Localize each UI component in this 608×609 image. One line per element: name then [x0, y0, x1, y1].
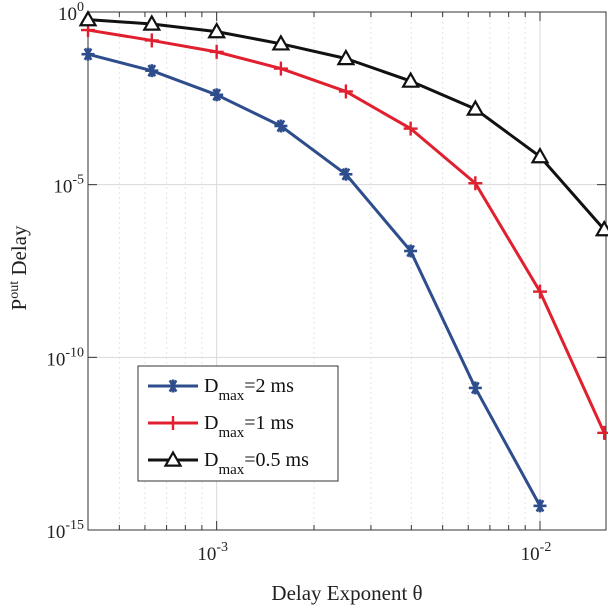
y-axis-label-rest: Delay: [7, 225, 31, 281]
series-1-marker: [338, 84, 353, 99]
series-layer: [78, 9, 608, 513]
series-1-marker: [144, 33, 159, 48]
y-tick-label: 10-15: [46, 518, 84, 543]
axis-ticks: [87, 11, 606, 531]
series-0-marker: [404, 244, 418, 258]
series-2-marker: [271, 34, 291, 51]
series-1-marker: [209, 44, 224, 59]
y-axis-label-sup: out: [7, 281, 22, 299]
series-1-marker: [468, 176, 483, 191]
y-tick-label: 10-10: [46, 345, 84, 370]
y-tick-label: 100: [58, 0, 84, 25]
series-line-0: [87, 52, 542, 507]
series-0-marker: [274, 119, 288, 133]
series-2-marker: [207, 21, 227, 39]
plot-area-frame: [87, 11, 607, 531]
y-axis-label: Pout Delay: [7, 225, 31, 310]
y-axis-label-base: P: [7, 299, 31, 311]
legend: Dmax=2 ms Dmax=1 ms Dmax=0.5 ms: [137, 365, 339, 482]
legend-marker-2: [163, 450, 183, 467]
series-1-marker: [597, 425, 608, 440]
x-tick-label: 10-2: [521, 540, 552, 565]
series-0-marker: [339, 167, 353, 181]
legend-label-2: Dmax=0.5 ms: [204, 449, 309, 478]
series-0-marker: [210, 88, 224, 102]
tick-labels: 10-3 10-2 100 10-5 10-10 10-15: [46, 0, 551, 565]
series-0-marker: [468, 381, 482, 395]
series-2-marker: [142, 14, 162, 31]
series-2-marker: [401, 71, 421, 88]
series-0-marker: [533, 499, 547, 513]
legend-marker-1: [166, 416, 180, 430]
series-0-marker: [81, 47, 95, 61]
y-tick-label: 10-5: [53, 173, 84, 198]
series-2-marker: [336, 48, 356, 66]
series-1-marker: [403, 121, 418, 136]
series-2-marker: [530, 146, 550, 164]
series-1-marker: [273, 61, 288, 76]
series-2-marker: [78, 9, 98, 27]
series-0-marker: [145, 64, 159, 78]
legend-label-1: Dmax=1 ms: [204, 412, 294, 441]
legend-marker-0: [166, 379, 180, 393]
series-1-marker: [533, 284, 548, 299]
series-2-marker: [465, 99, 485, 116]
x-tick-label: 10-3: [197, 540, 228, 565]
legend-label-0: Dmax=2 ms: [204, 375, 294, 404]
x-axis-label: Delay Exponent θ: [271, 581, 422, 605]
